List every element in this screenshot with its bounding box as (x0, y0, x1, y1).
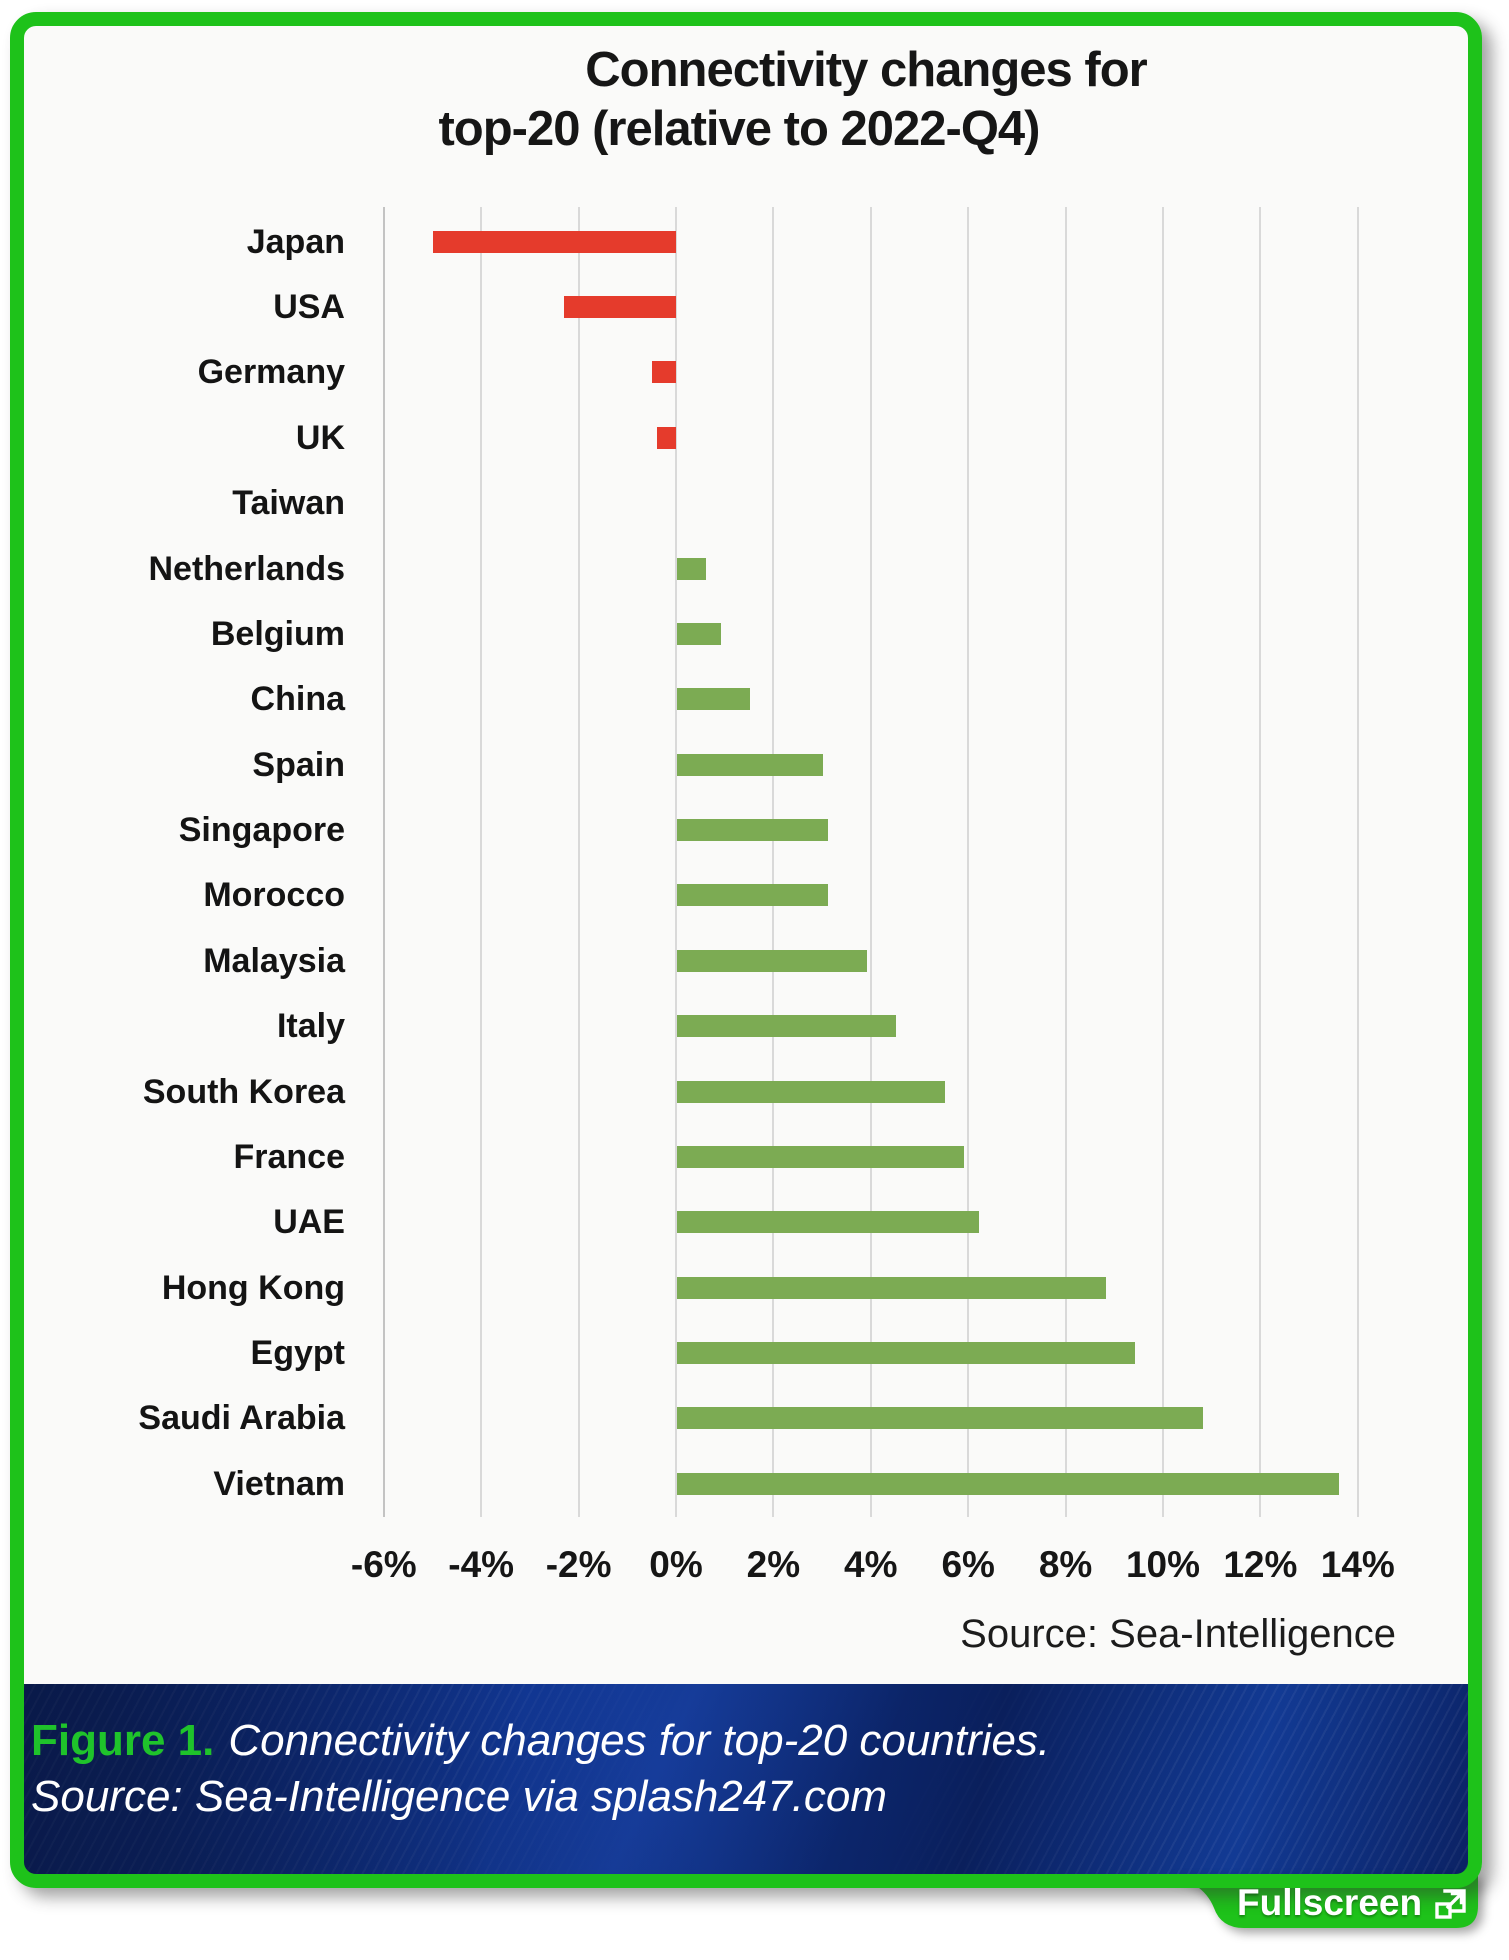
positive-bar-vietnam (677, 1472, 1340, 1495)
caption-source-line: Source: Sea-Intelligence via splash247.c… (31, 1772, 888, 1821)
chart-title-line2: top-20 (relative to 2022-Q4) (438, 102, 1040, 156)
positive-bar-netherlands (677, 557, 707, 580)
x-tick-label: -6% (350, 1544, 417, 1585)
positive-bar-china (677, 688, 751, 711)
category-label: USA (273, 288, 345, 327)
fullscreen-button[interactable]: Fullscreen (1237, 1882, 1423, 1923)
x-tick-label: 14% (1320, 1544, 1395, 1585)
positive-bar-malaysia (677, 949, 867, 972)
gridline-14% (1356, 207, 1359, 1517)
category-label: Egypt (250, 1334, 345, 1372)
category-label: Spain (252, 745, 345, 784)
category-label: Vietnam (213, 1464, 345, 1503)
gridline-10% (1162, 207, 1164, 1517)
negative-bar-japan (432, 230, 676, 253)
chart-source-note: Source: Sea-Intelligence (960, 1612, 1396, 1656)
category-label: Malaysia (203, 941, 345, 980)
positive-bar-hong-kong (677, 1276, 1106, 1299)
category-label: Hong Kong (161, 1268, 345, 1307)
category-label: Germany (197, 353, 345, 392)
category-label: Belgium (210, 614, 345, 653)
positive-bar-italy (677, 1015, 897, 1038)
category-label: Italy (276, 1007, 345, 1046)
gridline-8% (1064, 207, 1067, 1517)
x-tick-label: -2% (545, 1544, 612, 1585)
caption-band (24, 1684, 1468, 1874)
gridline-2% (772, 207, 775, 1517)
positive-bar-morocco (677, 884, 828, 907)
category-label: Morocco (203, 876, 345, 915)
positive-bar-saudi-arabia (677, 1407, 1203, 1430)
category-label: Japan (246, 222, 345, 261)
category-label: Singapore (178, 811, 345, 849)
positive-bar-belgium (677, 622, 721, 645)
category-label: China (250, 680, 345, 719)
x-tick-label: 6% (941, 1544, 995, 1585)
negative-bar-germany (651, 361, 676, 384)
x-tick-label: 8% (1038, 1544, 1093, 1585)
negative-bar-uk (656, 426, 676, 449)
x-tick-label: 2% (746, 1544, 801, 1585)
positive-bar-france (677, 1145, 965, 1168)
negative-bar-usa (564, 296, 676, 319)
category-label: Taiwan (232, 484, 345, 523)
gridline--6% (382, 207, 385, 1517)
gridline-4% (869, 207, 872, 1517)
positive-bar-egypt (677, 1342, 1135, 1364)
category-label: UK (295, 418, 345, 457)
chart-title-line1: Connectivity changes for (585, 43, 1147, 97)
category-label: Saudi Arabia (138, 1399, 345, 1438)
caption-text: Connectivity changes for top-20 countrie… (228, 1716, 1051, 1765)
gridline--2% (577, 207, 580, 1517)
positive-bar-spain (677, 753, 824, 776)
category-label: South Korea (142, 1072, 345, 1111)
category-label: UAE (273, 1203, 345, 1242)
gridline--4% (480, 207, 483, 1517)
x-tick-label: -4% (448, 1544, 515, 1585)
category-label: France (233, 1137, 346, 1176)
category-label: Netherlands (148, 549, 346, 588)
x-tick-label: 0% (649, 1544, 703, 1585)
positive-bar-singapore (677, 819, 828, 841)
x-tick-label: 4% (844, 1544, 898, 1585)
figure-number-label: Figure 1. (31, 1716, 215, 1765)
positive-bar-south-korea (677, 1080, 945, 1103)
expand-icon[interactable] (1434, 1886, 1468, 1920)
positive-bar-uae (677, 1211, 979, 1234)
x-tick-label: 12% (1223, 1544, 1298, 1585)
gridline-0% (675, 207, 677, 1517)
gridline-12% (1259, 207, 1262, 1517)
gridline-6% (967, 207, 970, 1517)
caption-line1: Figure 1. Connectivity changes for top-20… (31, 1716, 1050, 1766)
x-tick-label: 10% (1125, 1544, 1201, 1585)
